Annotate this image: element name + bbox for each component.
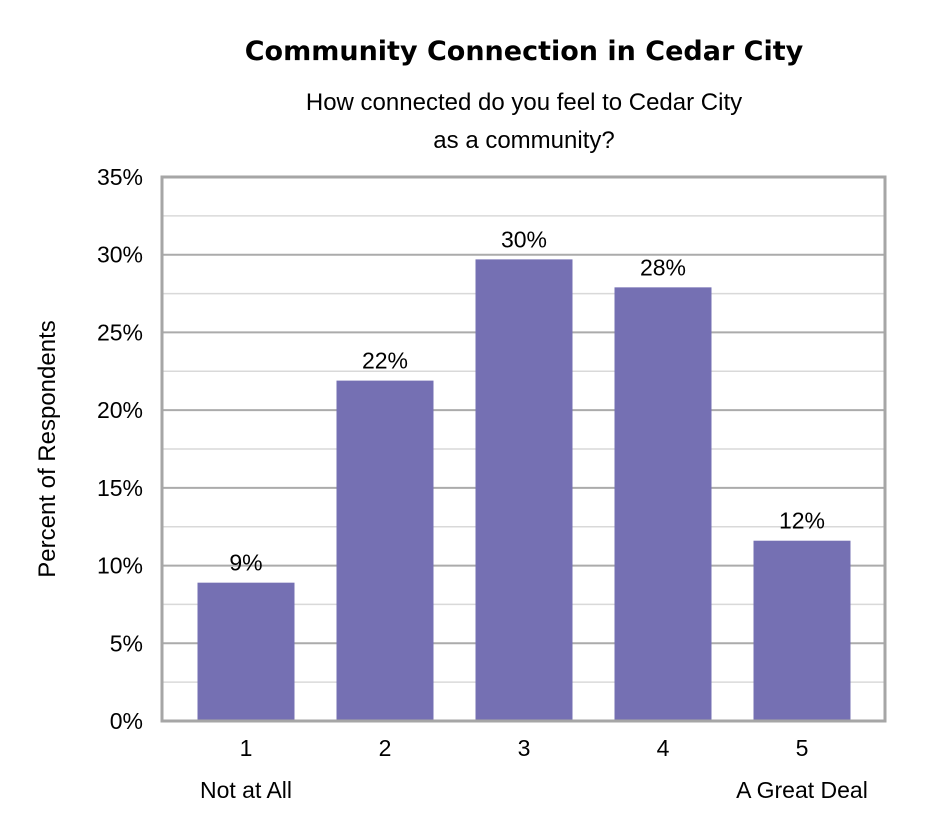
y-tick-label: 0% [110,708,143,734]
chart-subtitle-line-2: as a community? [433,127,614,154]
y-tick-label: 10% [97,553,143,579]
y-tick-label: 30% [97,242,143,268]
chart-title: Community Connection in Cedar City [245,36,804,67]
y-tick-label: 25% [97,319,143,345]
x-tick-label: 5 [796,735,809,761]
plot-frame [160,175,887,723]
x-tick-sublabel: Not at All [200,777,292,803]
y-tick-label: 15% [97,475,143,501]
bar-5 [753,540,851,721]
bar-1 [197,582,295,721]
y-tick-label: 5% [110,630,143,656]
chart-subtitle-line-1: How connected do you feel to Cedar City [306,89,742,116]
data-label: 22% [362,348,408,374]
bar-3 [475,259,573,721]
data-label: 12% [779,508,825,534]
data-label: 9% [229,550,262,576]
data-label: 28% [640,254,686,280]
bar-4 [614,287,712,721]
y-tick-label: 35% [97,164,143,190]
y-tick-label: 20% [97,397,143,423]
bar-2 [336,380,434,721]
x-tick-label: 1 [240,735,253,761]
x-tick-sublabel: A Great Deal [736,777,868,803]
y-axis-label: Percent of Respondents [34,320,61,578]
x-tick-label: 2 [379,735,392,761]
x-tick-label: 4 [657,735,670,761]
x-tick-label: 3 [518,735,531,761]
data-label: 30% [501,226,547,252]
